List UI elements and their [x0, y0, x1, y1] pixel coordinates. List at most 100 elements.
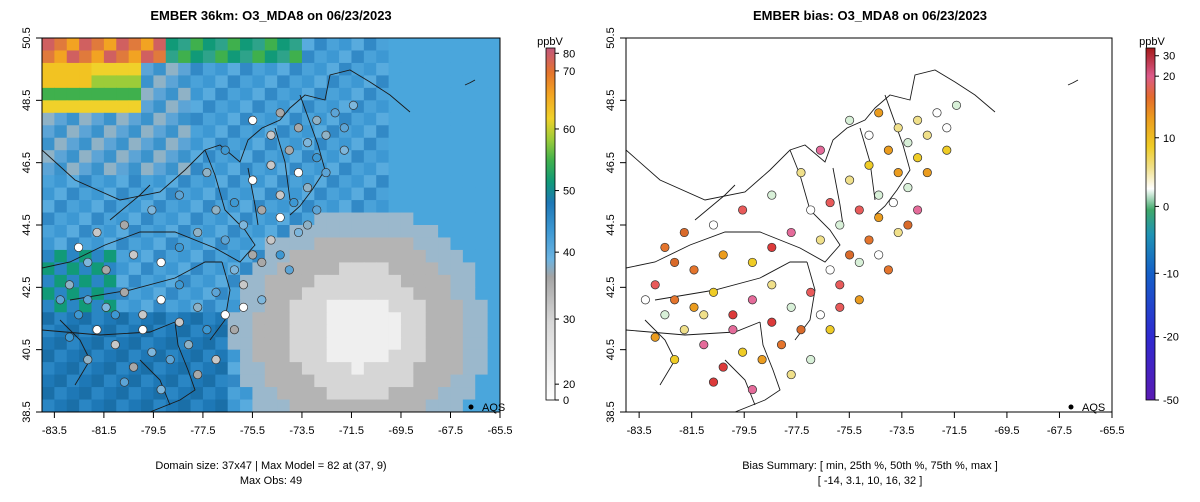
heatmap-cell: [289, 249, 303, 263]
heatmap-cell: [79, 50, 93, 64]
site-marker: [913, 115, 923, 125]
heatmap-cell: [413, 287, 427, 301]
right-legend-marker: [1068, 404, 1074, 410]
heatmap-cell: [413, 237, 427, 251]
heatmap-cell: [66, 38, 80, 52]
heatmap-cell: [42, 38, 55, 52]
site-marker: [64, 332, 75, 342]
site-marker: [670, 257, 680, 267]
heatmap-cell: [54, 374, 68, 388]
heatmap-cell: [425, 387, 439, 401]
heatmap-cell: [487, 399, 500, 412]
heatmap-cell: [475, 312, 489, 326]
site-marker: [893, 168, 903, 178]
heatmap-cell: [413, 87, 427, 101]
heatmap-cell: [351, 324, 365, 338]
heatmap-cell: [351, 175, 365, 189]
heatmap-cell: [351, 274, 365, 288]
heatmap-cell: [413, 162, 427, 176]
heatmap-cell: [165, 125, 179, 139]
colorbar-tick-label: 70: [563, 66, 575, 78]
heatmap-cell: [103, 200, 117, 214]
heatmap-cell: [264, 50, 278, 64]
heatmap-cell: [462, 62, 476, 76]
colorbar-tick-label: 40: [563, 247, 575, 259]
heatmap-cell: [487, 374, 500, 388]
site-marker: [796, 168, 806, 178]
heatmap-cell: [351, 299, 365, 313]
heatmap-cell: [42, 50, 55, 64]
heatmap-cell: [252, 162, 266, 176]
heatmap-cell: [425, 262, 439, 276]
site-marker: [293, 227, 304, 238]
heatmap-cell: [363, 175, 377, 189]
heatmap-cell: [413, 362, 427, 376]
heatmap-cell: [438, 399, 452, 412]
site-marker: [883, 265, 893, 275]
heatmap-cell: [339, 212, 353, 226]
heatmap-cell: [116, 337, 130, 351]
heatmap-cell: [376, 274, 390, 288]
heatmap-cell: [462, 312, 476, 326]
heatmap-cell: [215, 187, 229, 201]
heatmap-cell: [252, 237, 266, 251]
heatmap-cell: [141, 112, 155, 126]
heatmap-cell: [388, 162, 402, 176]
heatmap-cell: [388, 274, 402, 288]
heatmap-cell: [400, 87, 414, 101]
heatmap-cell: [215, 87, 229, 101]
site-marker: [883, 145, 893, 155]
heatmap-cell: [54, 38, 68, 52]
heatmap-cell: [252, 125, 266, 139]
right-colorbar: ppbV -50 -20 -10 0 10 20 30: [1139, 36, 1179, 407]
heatmap-cell: [326, 349, 340, 363]
heatmap-cell: [487, 312, 500, 326]
heatmap-cell: [487, 125, 500, 139]
heatmap-cell: [339, 75, 353, 89]
heatmap-cell: [450, 187, 464, 201]
heatmap-cell: [66, 75, 80, 89]
right-site-markers: [640, 100, 962, 395]
heatmap-cell: [91, 38, 105, 52]
heatmap-cell: [487, 50, 500, 64]
heatmap-cell: [425, 349, 439, 363]
heatmap-cell: [438, 349, 452, 363]
heatmap-cell: [42, 274, 55, 288]
heatmap-cell: [277, 399, 291, 412]
heatmap-cell: [475, 387, 489, 401]
heatmap-cell: [363, 349, 377, 363]
heatmap-cell: [54, 200, 68, 214]
heatmap-cell: [153, 349, 167, 363]
right-x-ticks: -83.5 -81.5 -79.5 -77.5 -75.5 -73.5 -71.5 -69.5…: [627, 412, 1125, 437]
colorbar-tick-label: 30: [563, 314, 575, 326]
heatmap-cell: [277, 87, 291, 101]
heatmap-cell: [215, 112, 229, 126]
heatmap-cell: [190, 387, 204, 401]
heatmap-cell: [475, 399, 489, 412]
site-marker: [942, 145, 952, 155]
site-marker: [74, 310, 84, 320]
heatmap-cell: [116, 200, 130, 214]
site-marker: [854, 257, 864, 267]
heatmap-cell: [289, 274, 303, 288]
heatmap-cell: [178, 200, 192, 214]
heatmap-cell: [363, 287, 377, 301]
heatmap-cell: [289, 187, 303, 201]
heatmap-cell: [413, 374, 427, 388]
heatmap-cell: [91, 50, 105, 64]
heatmap-cell: [190, 324, 204, 338]
heatmap-cell: [301, 312, 315, 326]
site-marker: [184, 340, 194, 350]
heatmap-cell: [42, 212, 55, 226]
heatmap-cell: [351, 225, 365, 239]
heatmap-cell: [128, 262, 142, 276]
site-marker: [815, 310, 825, 320]
heatmap-cell: [301, 262, 315, 276]
heatmap-cell: [178, 362, 192, 376]
heatmap-cell: [339, 387, 353, 401]
heatmap-cell: [487, 75, 500, 89]
heatmap-cell: [277, 274, 291, 288]
heatmap-cell: [450, 274, 464, 288]
heatmap-cell: [450, 262, 464, 276]
heatmap-cell: [215, 387, 229, 401]
